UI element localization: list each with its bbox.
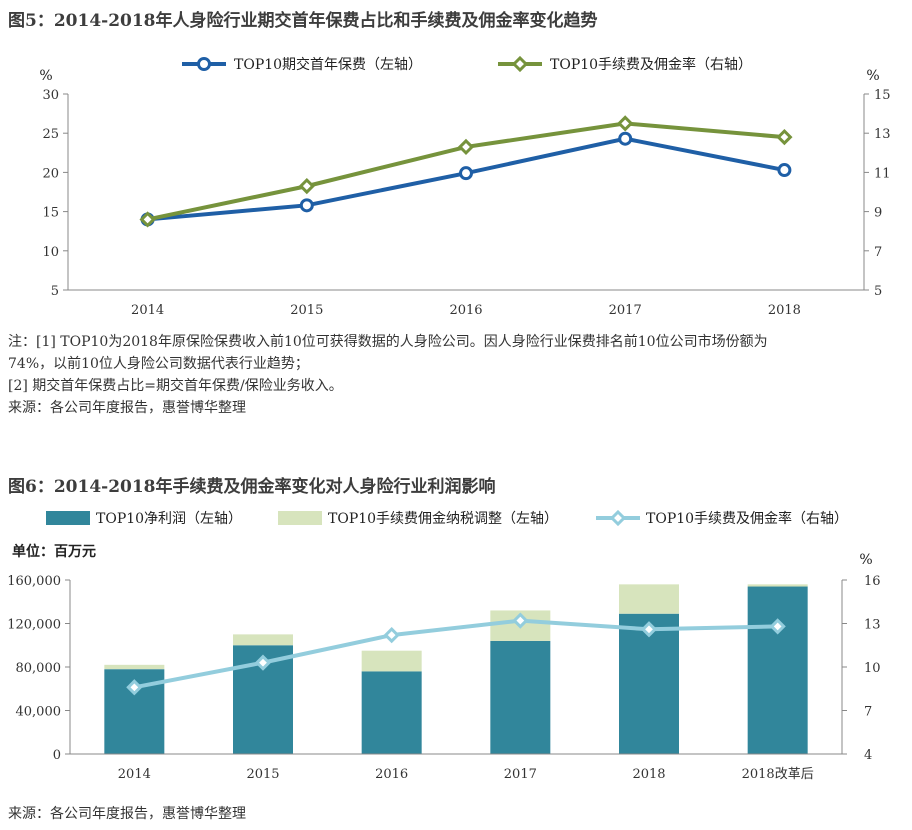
x-tick-label: 2018 <box>768 303 801 318</box>
right-tick-label: 15 <box>874 88 891 103</box>
legend-marker-2 <box>511 55 529 73</box>
series1-point <box>299 198 314 213</box>
bar-tax-adjustment <box>747 584 808 587</box>
commission-rate-point <box>383 626 400 644</box>
right-tick-label: 10 <box>864 661 881 676</box>
left-tick-label: 120,000 <box>7 618 61 633</box>
x-tick-label: 2016 <box>449 303 482 318</box>
legend-label-net-profit: TOP10净利润（左轴） <box>96 511 242 527</box>
series2-point <box>457 138 475 156</box>
bar-tax-adjustment <box>361 650 422 672</box>
figure1-title: 图5：2014-2018年人身险行业期交首年保费占比和手续费及佣金率变化趋势 <box>8 11 598 31</box>
right-tick-label: 13 <box>864 618 881 633</box>
left-tick-label: 20 <box>42 166 59 181</box>
right-tick-label: 7 <box>864 705 872 720</box>
commission-rate-point <box>769 618 786 635</box>
unit-label: 单位：百万元 <box>12 543 96 560</box>
bar-tax-adjustment <box>233 634 293 646</box>
x-tick-label: 2018 <box>632 767 665 782</box>
right-tick-label: 11 <box>874 166 891 181</box>
left-axis-unit: % <box>39 68 52 84</box>
x-tick-label: 2014 <box>118 767 151 782</box>
figure2-source: 来源：各公司年度报告，惠誉博华整理 <box>8 806 246 822</box>
right-tick-label: 4 <box>864 748 872 763</box>
line-chart-figure1: 5 10 15 20 25 30 5 7 9 11 13 15% % 2014 2015 2016 2017 20… <box>39 55 891 318</box>
figure2-title: 图6：2014-2018年手续费及佣金率变化对人身险行业利润影响 <box>8 477 496 497</box>
series2-point <box>139 211 156 228</box>
series2-point <box>776 128 793 146</box>
legend-swatch-tax-adjustment <box>278 511 322 525</box>
left-tick-label: 10 <box>42 245 59 260</box>
legend-label-2: TOP10手续费及佣金率（右轴） <box>550 56 752 73</box>
bar-net-profit <box>490 640 551 754</box>
figure1-source: 来源：各公司年度报告，惠誉博华整理 <box>8 400 246 416</box>
legend-label-rate: TOP10手续费及佣金率（右轴） <box>646 510 848 527</box>
x-tick-label: 2015 <box>290 303 323 318</box>
bar-tax-adjustment <box>104 664 165 670</box>
bar-tax-adjustment <box>619 584 679 614</box>
x-tick-label: 2015 <box>246 767 279 782</box>
right-tick-label: 9 <box>874 206 882 221</box>
left-tick-label: 160,000 <box>7 574 61 589</box>
figure1-note-3: [2] 期交首年保费占比=期交首年保费/保险业务收入。 <box>8 378 343 394</box>
x-tick-label: 2017 <box>504 767 537 782</box>
series1-point <box>618 131 633 146</box>
series2-point <box>617 115 634 132</box>
legend-marker-rate <box>609 509 627 527</box>
x-tick-label: 2014 <box>131 303 164 318</box>
figure1-note-1: 注：[1] TOP10为2018年原保险保费收入前10位可获得数据的人身险公司。… <box>8 334 768 350</box>
series1-point <box>777 163 792 178</box>
left-tick-label: 0 <box>53 748 61 763</box>
x-tick-label: 2016 <box>375 767 408 782</box>
left-tick-label: 40,000 <box>16 705 62 720</box>
series1-point <box>459 166 473 181</box>
bar-net-profit <box>361 671 422 754</box>
figure1-note-2: 74%，以前10位人身险公司数据代表行业趋势； <box>8 356 309 372</box>
bar-net-profit <box>747 586 808 754</box>
left-tick-label: 5 <box>51 284 59 299</box>
right-tick-label: 16 <box>864 574 881 589</box>
right-tick-label: 5 <box>874 284 882 299</box>
legend-label-1: TOP10期交首年保费（左轴） <box>234 56 422 73</box>
commission-rate-point <box>640 621 658 638</box>
commission-rate-point <box>512 612 529 629</box>
series2-point <box>298 177 315 195</box>
legend-marker-1 <box>197 57 211 71</box>
right-tick-label: 7 <box>874 245 882 260</box>
legend-swatch-net-profit <box>46 511 90 525</box>
left-tick-label: 30 <box>42 88 59 103</box>
left-tick-label: 25 <box>42 127 59 142</box>
right-tick-label: 13 <box>874 127 891 142</box>
commission-rate-line <box>133 618 778 690</box>
right-axis-unit: % <box>866 68 879 84</box>
left-tick-label: 80,000 <box>16 661 62 676</box>
legend-label-tax-adjustment: TOP10手续费佣金纳税调整（左轴） <box>328 510 558 527</box>
x-tick-label: 2018改革后 <box>742 767 814 782</box>
right-axis-unit: % <box>859 552 872 568</box>
commission-rate-point <box>254 654 272 671</box>
commission-rate-point <box>126 679 143 696</box>
bar-line-chart-figure2: 0 40,000 80,000 120,000 160,000 4 7 10 13 16 单位：百万… <box>7 509 881 782</box>
x-tick-label: 2017 <box>609 303 642 318</box>
left-tick-label: 15 <box>42 206 59 221</box>
